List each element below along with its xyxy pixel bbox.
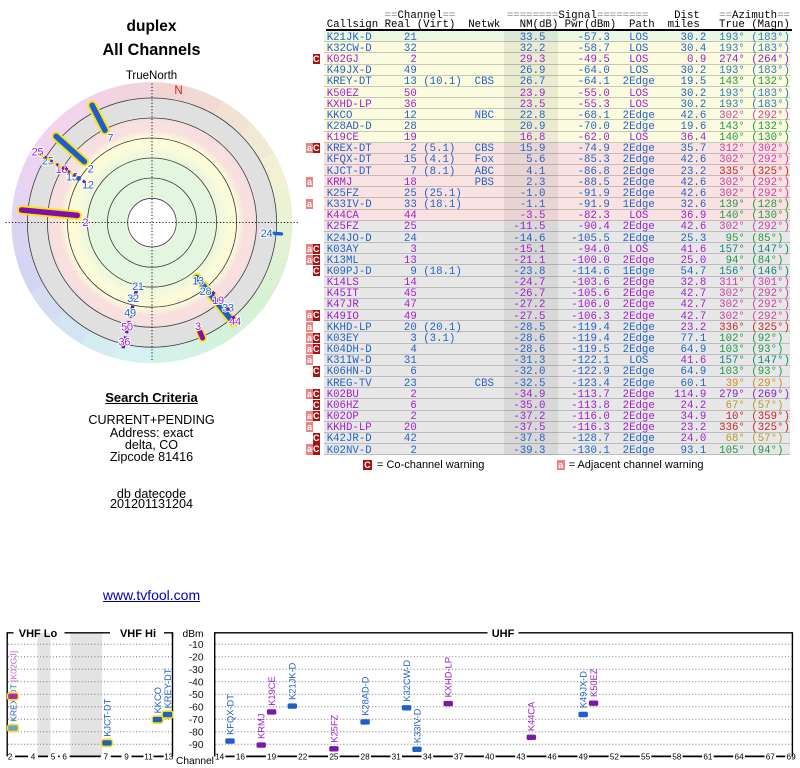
svg-text:KJCT-DT: KJCT-DT [102,698,112,737]
svg-text:K50EZ: K50EZ [589,668,599,697]
svg-text:43: 43 [516,753,526,762]
svg-text:50: 50 [121,322,133,334]
svg-text:K19CE: K19CE [267,676,277,705]
svg-text:-50: -50 [189,690,204,701]
svg-text:19: 19 [212,295,224,307]
svg-text:K33IV-D: K33IV-D [412,708,422,743]
svg-text:7: 7 [107,132,113,144]
svg-text:37: 37 [454,753,464,762]
svg-text:-60: -60 [189,702,204,713]
svg-text:7: 7 [104,753,109,762]
svg-text:13: 13 [192,275,204,287]
svg-text:55: 55 [641,753,651,762]
svg-text:14: 14 [215,753,225,762]
svg-text:16: 16 [236,753,246,762]
svg-text:2: 2 [82,217,88,229]
svg-text:N: N [174,85,182,97]
svg-text:22: 22 [298,753,308,762]
svg-text:25: 25 [329,753,339,762]
svg-text:19: 19 [267,753,277,762]
svg-text:K28AD-D: K28AD-D [361,676,371,716]
svg-text:Channel: Channel [176,756,214,767]
svg-text:KREY-DT: KREY-DT [163,668,173,708]
svg-text:KRMJ: KRMJ [257,714,267,739]
svg-text:40: 40 [485,753,495,762]
svg-text:VHF Hi: VHF Hi [120,628,156,640]
svg-text:44: 44 [229,316,241,328]
svg-text:9: 9 [124,753,129,762]
svg-text:2: 2 [8,753,13,762]
svg-text:58: 58 [672,753,682,762]
svg-text:46: 46 [548,753,558,762]
svg-text:KXHD-LP: KXHD-LP [444,657,454,697]
svg-text:KREX-DT [K02GJ]: KREX-DT [K02GJ] [8,651,18,722]
svg-text:24: 24 [261,228,273,240]
svg-text:dBm: dBm [183,629,204,640]
svg-text:K21JK-D: K21JK-D [288,662,298,699]
svg-text:KFQX-DT: KFQX-DT [225,694,235,735]
svg-text:28: 28 [200,286,212,298]
svg-text:31: 31 [392,753,402,762]
svg-text:K44CA: K44CA [527,701,537,731]
svg-text:VHF Lo: VHF Lo [19,628,58,640]
svg-text:28: 28 [361,753,371,762]
svg-text:34: 34 [423,753,433,762]
svg-text:49: 49 [124,308,136,320]
svg-text:13: 13 [164,753,174,762]
svg-text:21: 21 [132,281,144,293]
svg-text:36: 36 [118,337,130,349]
svg-text:K25FZ: K25FZ [329,714,339,742]
svg-text:-30: -30 [189,665,204,676]
svg-text:11: 11 [144,753,153,762]
svg-text:3: 3 [195,321,201,333]
svg-text:K49JX-D: K49JX-D [579,671,589,708]
svg-text:2: 2 [88,164,94,176]
svg-text:-80: -80 [189,727,204,738]
svg-text:61: 61 [703,753,713,762]
svg-text:52: 52 [610,753,620,762]
svg-text:-70: -70 [189,715,204,726]
svg-text:69: 69 [787,753,797,762]
svg-text:49: 49 [579,753,589,762]
svg-text:67: 67 [766,753,776,762]
svg-text:K32CW-D: K32CW-D [402,660,412,702]
svg-text:32: 32 [127,293,139,305]
svg-text:64: 64 [735,753,745,762]
svg-text:4: 4 [31,753,36,762]
svg-text:5: 5 [51,753,56,762]
svg-text:6: 6 [62,753,67,762]
svg-text:-40: -40 [189,677,204,688]
svg-text:KKCO: KKCO [153,687,163,713]
svg-text:-90: -90 [189,740,204,751]
svg-text:UHF: UHF [492,628,515,640]
svg-text:-20: -20 [189,652,204,663]
svg-text:-10: -10 [189,640,204,651]
